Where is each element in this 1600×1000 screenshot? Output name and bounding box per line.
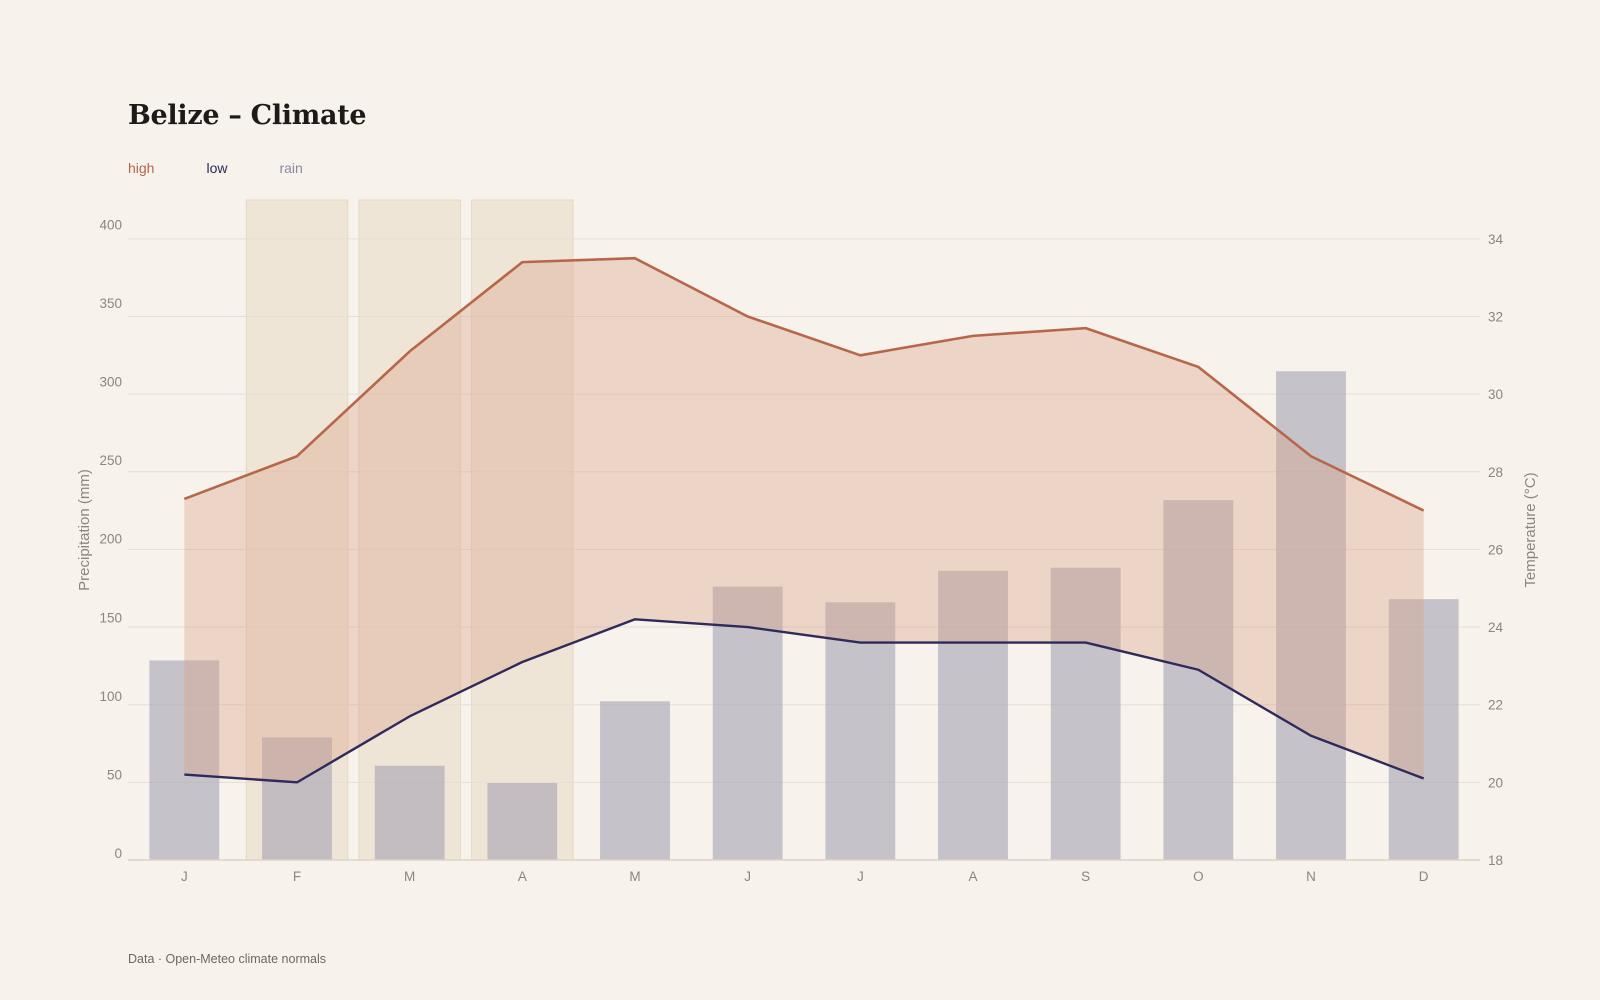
high-temperature-line <box>183 256 1425 512</box>
legend-item-rain: rain <box>279 160 303 176</box>
rain-bar <box>374 765 445 860</box>
x-tick-label: J <box>181 869 188 884</box>
y-right-tick-label: 30 <box>1488 387 1503 402</box>
y-left-axis-title: Precipitation (mm) <box>76 469 93 591</box>
x-tick-label: M <box>629 869 640 884</box>
x-tick-label: F <box>293 869 301 884</box>
rain-bar <box>1388 599 1459 860</box>
x-tick-label: S <box>1081 869 1090 884</box>
x-tick-label: A <box>518 869 527 884</box>
rain-bar <box>1050 567 1121 860</box>
y-right-tick-label: 24 <box>1488 620 1504 635</box>
rain-bar <box>938 570 1008 860</box>
y-left-tick-label: 50 <box>107 767 122 782</box>
y-right-tick-label: 34 <box>1488 232 1504 247</box>
y-right-axis-title: Temperature (°C) <box>1522 472 1539 587</box>
rain-bar <box>600 701 670 860</box>
rain-bar <box>825 602 896 860</box>
legend-item-low: low <box>206 160 228 176</box>
legend-item-high: high <box>128 160 155 176</box>
x-tick-label: J <box>744 869 751 884</box>
dry-season-band <box>471 199 574 861</box>
rain-bar <box>262 737 332 860</box>
legend: high low rain <box>128 160 303 176</box>
low-temperature-line <box>184 618 1425 784</box>
rain-bar <box>712 586 783 860</box>
y-left-tick-label: 150 <box>99 610 122 625</box>
y-right-tick-label: 28 <box>1488 465 1503 480</box>
y-left-tick-label: 300 <box>99 375 122 390</box>
y-left-tick-label: 0 <box>114 846 122 861</box>
x-tick-label: J <box>857 869 864 884</box>
rain-bar <box>487 783 558 860</box>
chart-title: Belize – Climate <box>128 100 367 131</box>
x-tick-label: O <box>1193 869 1204 884</box>
y-right-tick-label: 26 <box>1488 542 1503 557</box>
y-left-tick-label: 250 <box>99 453 122 468</box>
dry-season-band <box>358 199 461 861</box>
y-left-tick-label: 350 <box>99 296 122 311</box>
y-right-tick-label: 18 <box>1488 853 1503 868</box>
x-tick-label: N <box>1306 869 1316 884</box>
y-right-tick-label: 20 <box>1488 775 1503 790</box>
rain-bar <box>1276 371 1346 860</box>
rain-bar <box>149 660 220 860</box>
x-tick-label: M <box>404 869 415 884</box>
y-left-tick-label: 400 <box>99 217 122 232</box>
rain-bar <box>1163 500 1234 860</box>
y-right-tick-label: 32 <box>1488 309 1503 324</box>
y-left-tick-label: 200 <box>99 532 122 547</box>
y-right-tick-label: 22 <box>1488 698 1503 713</box>
data-source: Data · Open-Meteo climate normals <box>128 952 326 966</box>
y-left-tick-label: 100 <box>99 689 122 704</box>
temperature-range-band <box>184 258 1424 783</box>
x-tick-label: A <box>968 869 977 884</box>
x-tick-label: D <box>1419 869 1429 884</box>
